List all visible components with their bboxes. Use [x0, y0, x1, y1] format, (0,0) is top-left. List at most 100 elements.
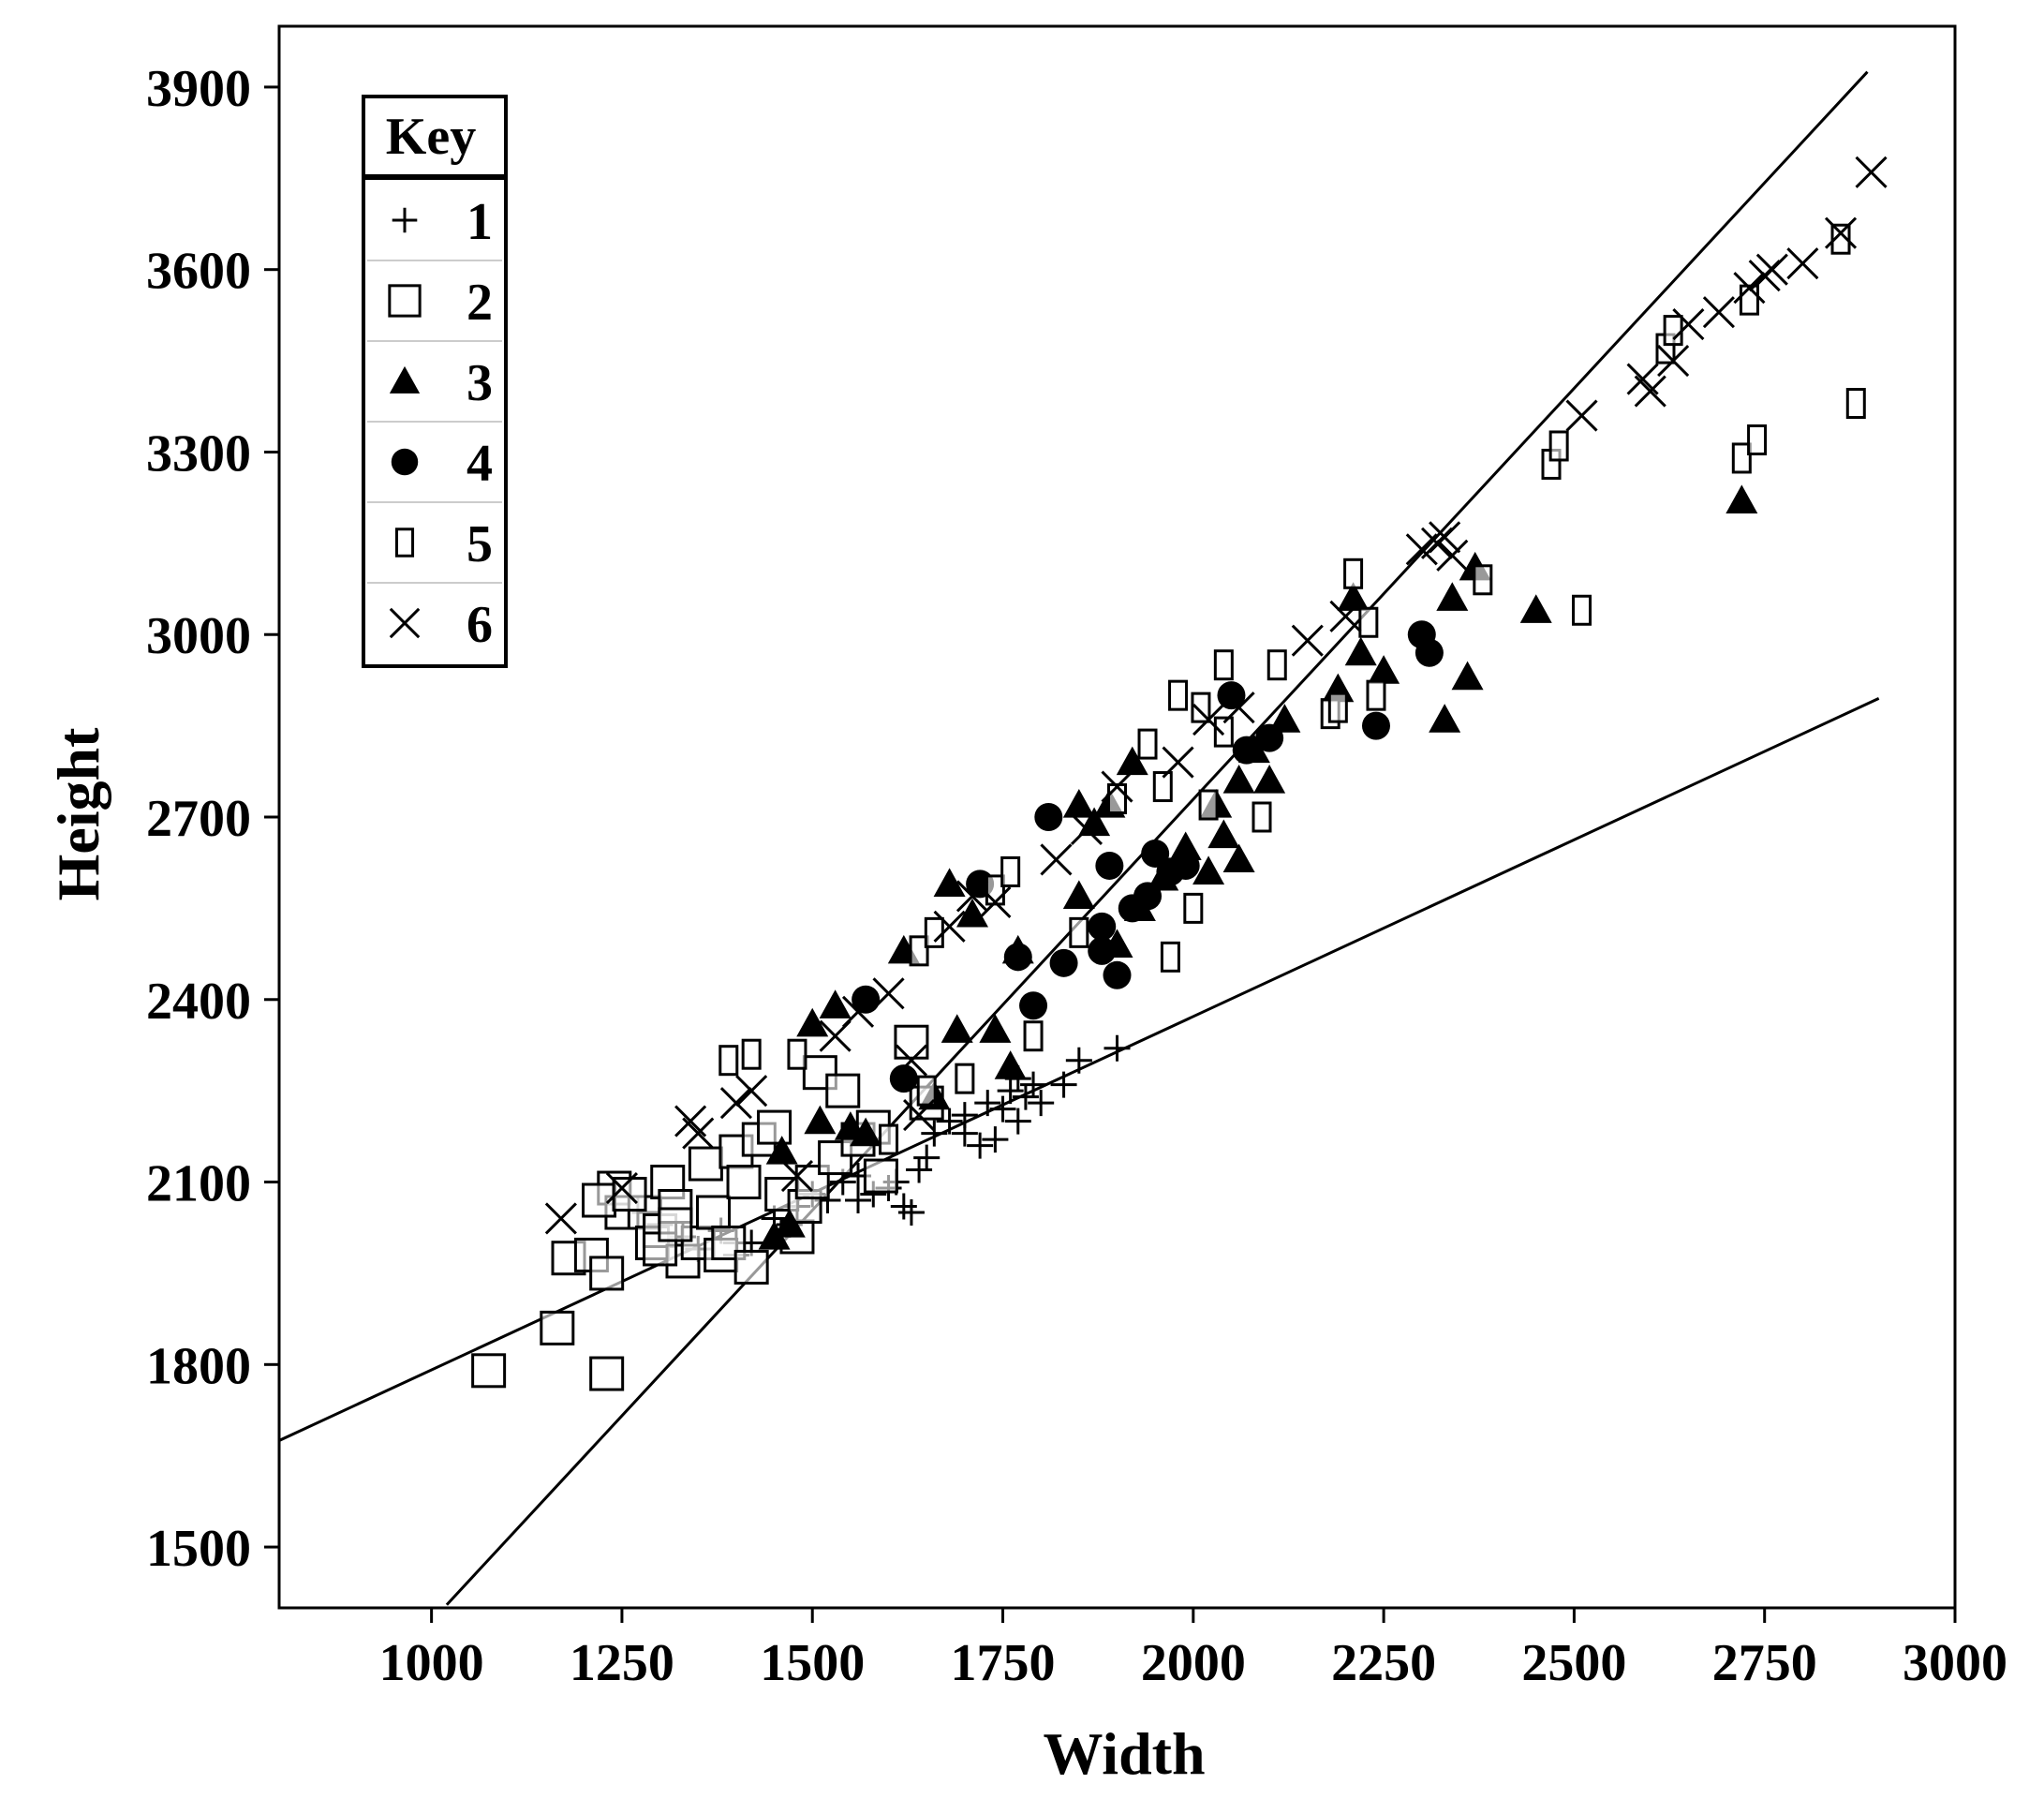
- data-point-series-2: [863, 1158, 898, 1194]
- legend-label: 2: [467, 274, 493, 332]
- data-point-series-2: [726, 1165, 762, 1200]
- data-point-series-3: [796, 1007, 829, 1037]
- y-tick-label: 2700: [146, 790, 251, 848]
- data-point-series-2: [894, 1024, 929, 1060]
- data-point-series-5: [1731, 442, 1752, 474]
- data-point-series-4: [1133, 882, 1163, 911]
- legend: Key 1 2 3 4 5 6: [362, 95, 508, 668]
- data-point-series-3: [1344, 636, 1377, 666]
- x-tick-label: 1500: [760, 1634, 865, 1692]
- x-axis: 1000 1250 1500 1750 2000 2250 2500 2750 3000: [379, 1608, 2007, 1692]
- data-point-series-5: [1023, 1020, 1044, 1052]
- data-point-series-6: [933, 910, 966, 943]
- legend-marker-5: [394, 528, 415, 558]
- data-point-series-4: [1255, 723, 1284, 752]
- data-point-series-6: [735, 1075, 768, 1108]
- data-point-series-3: [1062, 789, 1095, 818]
- data-point-series-3: [1169, 831, 1202, 861]
- data-point-series-3: [850, 1117, 882, 1147]
- data-point-series-5: [879, 1123, 899, 1155]
- legend-entry-4: 4: [367, 421, 502, 493]
- data-point-series-4: [1019, 991, 1048, 1020]
- data-point-series-6: [895, 1044, 928, 1077]
- legend-label: 3: [467, 354, 493, 412]
- data-point-series-5: [955, 1063, 975, 1094]
- data-point-series-5: [718, 1045, 739, 1077]
- data-point-series-2: [471, 1353, 507, 1389]
- data-point-series-2: [711, 1225, 747, 1260]
- data-point-series-4: [852, 985, 881, 1014]
- data-point-series-1: [974, 1090, 1001, 1117]
- legend-marker-3: [389, 365, 421, 394]
- y-tick-label: 3600: [146, 243, 251, 301]
- data-point-series-5: [1572, 594, 1592, 626]
- data-point-series-5: [1107, 783, 1127, 815]
- data-point-series-1: [989, 1095, 1016, 1123]
- data-point-series-1: [936, 1108, 963, 1135]
- data-point-series-1: [1028, 1090, 1055, 1117]
- data-point-series-6: [682, 1117, 715, 1150]
- legend-title: Key: [386, 108, 476, 166]
- data-point-series-2: [688, 1146, 723, 1182]
- y-tick-label: 2100: [146, 1155, 251, 1213]
- data-point-series-5: [1213, 716, 1234, 748]
- data-point-series-2: [650, 1165, 686, 1200]
- x-tick-label: 2000: [1141, 1634, 1246, 1692]
- data-points: [471, 156, 1888, 1391]
- data-point-series-3: [804, 1105, 837, 1135]
- data-point-series-1: [1004, 1108, 1031, 1135]
- data-point-series-6: [1565, 399, 1598, 432]
- data-point-series-1: [906, 1156, 933, 1183]
- data-point-series-5: [1000, 855, 1021, 887]
- data-point-series-3: [1116, 746, 1148, 776]
- legend-entry-2: 2: [367, 260, 502, 332]
- series-4: [852, 620, 1444, 1093]
- data-point-series-1: [1103, 1034, 1131, 1062]
- data-point-series-5: [1198, 789, 1219, 821]
- data-point-series-5: [1183, 892, 1204, 924]
- legend-entry-5: 5: [367, 501, 502, 573]
- data-point-series-6: [1291, 624, 1324, 657]
- data-point-series-6: [1786, 247, 1819, 280]
- data-point-series-5: [916, 1075, 937, 1107]
- data-point-series-5: [909, 935, 929, 967]
- data-point-series-1: [997, 1078, 1024, 1105]
- x-tick-label: 1000: [379, 1634, 484, 1692]
- y-axis-title: Height: [45, 727, 111, 901]
- data-point-series-6: [1702, 296, 1735, 329]
- data-point-series-5: [1366, 679, 1386, 711]
- y-tick-label: 1500: [146, 1520, 251, 1578]
- data-point-series-4: [1415, 638, 1444, 667]
- data-point-series-6: [780, 1159, 814, 1193]
- y-tick-label: 2400: [146, 973, 251, 1031]
- legend-label: 4: [467, 435, 493, 493]
- data-point-series-4: [1103, 960, 1132, 989]
- data-point-series-6: [544, 1202, 577, 1235]
- x-tick-label: 2500: [1521, 1634, 1626, 1692]
- y-axis: 1500 1800 2100 2400 2700 3000 3300 3600 3900: [146, 60, 279, 1578]
- data-point-series-3: [979, 1014, 1012, 1043]
- legend-title-divider: [363, 174, 506, 180]
- data-point-series-6: [605, 1171, 638, 1205]
- data-point-series-3: [819, 989, 852, 1018]
- x-tick-label: 3000: [1903, 1634, 2007, 1692]
- data-point-series-5: [1830, 223, 1851, 255]
- data-point-series-3: [1222, 843, 1255, 873]
- data-point-series-3: [994, 1050, 1027, 1079]
- data-point-series-5: [1845, 388, 1866, 420]
- legend-box: [362, 95, 508, 668]
- data-point-series-6: [1101, 770, 1133, 803]
- data-point-series-3: [1368, 655, 1400, 684]
- data-point-series-4: [1049, 948, 1078, 977]
- legend-marker-2: [388, 284, 422, 318]
- data-point-series-6: [719, 1087, 752, 1120]
- data-point-series-5: [1252, 801, 1272, 833]
- fit-line-2: [445, 70, 1869, 1606]
- data-point-series-4: [1217, 681, 1246, 710]
- legend-entry-1: 1: [392, 193, 493, 251]
- data-point-series-6: [1329, 600, 1362, 632]
- data-point-series-1: [982, 1126, 1009, 1153]
- data-point-series-5: [1213, 649, 1234, 681]
- data-point-series-3: [1062, 880, 1095, 909]
